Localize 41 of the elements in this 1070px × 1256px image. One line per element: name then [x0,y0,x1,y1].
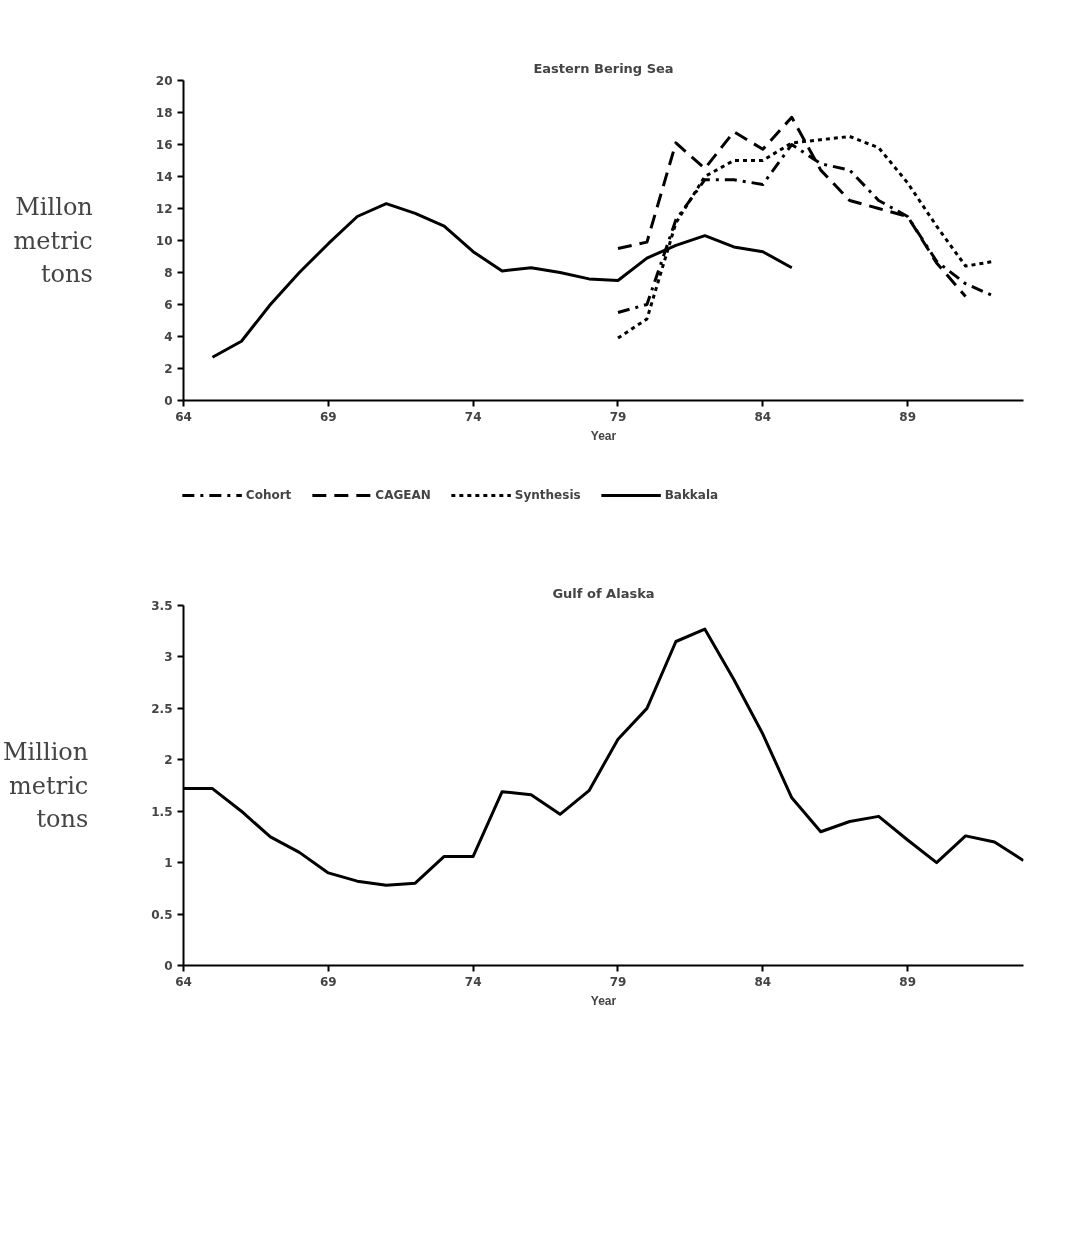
y-tick-label: 2 [164,362,173,376]
chart-title: Eastern Bering Sea [533,60,674,76]
legend-label: Bakkala [664,488,719,502]
legend-label: CAGEAN [375,488,431,502]
x-tick-label: 69 [319,974,337,989]
legend-label: Synthesis [514,488,581,502]
y-tick-label: 6 [164,298,173,312]
y-tick-label: 10 [155,234,173,248]
y-tick-label: 16 [155,138,173,152]
y-tick-label: 3.5 [151,599,173,613]
x-tick-label: 79 [609,974,627,989]
y-tick-label: 2 [164,753,173,768]
legend-label: Cohort [245,488,292,502]
y-tick-label: 1.5 [151,804,173,819]
y-tick-label: 20 [155,74,173,88]
x-tick-label: 74 [464,409,482,424]
x-tick-label: 84 [754,409,772,424]
y-axis-title: Million metric tons [3,737,89,834]
y-tick-label: 4 [164,330,173,344]
y-tick-label: 8 [164,266,173,280]
y-axis-title: Millon metric tons [13,192,93,289]
y-tick-label: 14 [155,170,173,184]
x-axis-title: Year [590,993,617,1008]
y-tick-label: 3 [164,650,173,665]
y-tick-label: 0 [164,959,173,973]
y-tick-label: 1 [164,856,173,871]
y-tick-label: 2.5 [151,701,173,716]
y-tick-label: 0 [164,394,173,408]
y-tick-label: 18 [155,106,173,120]
x-tick-label: 89 [899,974,916,989]
x-tick-label: 74 [464,974,482,989]
x-tick-label: 69 [319,409,337,424]
x-tick-label: 64 [175,409,192,424]
x-axis-title: Year [590,428,617,443]
y-tick-label: 0.5 [151,907,173,922]
x-tick-label: 79 [609,409,627,424]
x-tick-label: 89 [899,409,916,424]
chart-title: Gulf of Alaska [552,585,655,601]
x-tick-label: 64 [175,974,192,989]
x-tick-label: 84 [754,974,772,989]
y-tick-label: 12 [155,202,173,216]
